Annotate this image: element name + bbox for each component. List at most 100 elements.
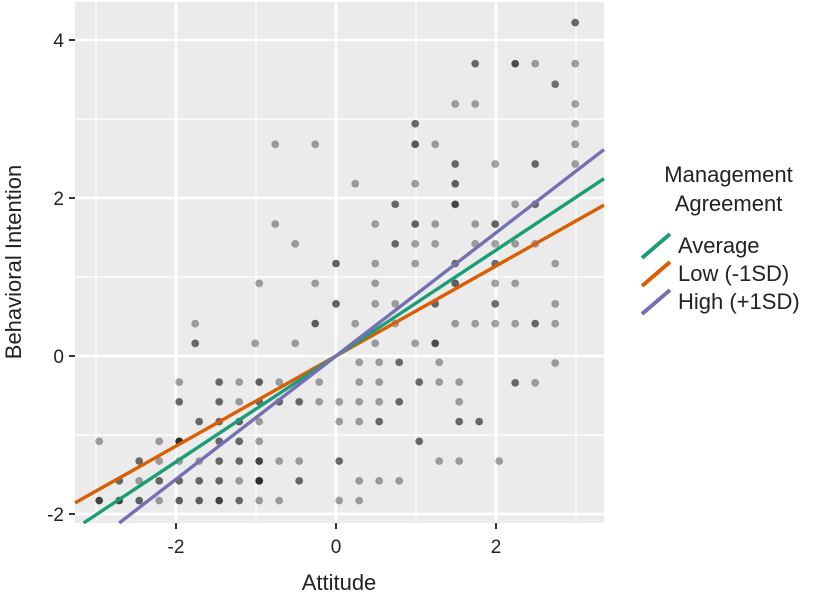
data-point — [455, 457, 464, 466]
legend-items: Average Low (-1SD) High (+1SD) — [640, 232, 827, 316]
data-point — [355, 476, 364, 485]
data-point — [471, 99, 480, 108]
data-point — [391, 200, 400, 209]
data-point — [355, 496, 364, 505]
data-point — [571, 160, 580, 169]
data-point — [451, 279, 460, 288]
data-point — [435, 378, 444, 387]
legend-title-line2: Agreement — [674, 191, 783, 216]
data-point — [371, 220, 380, 229]
data-point — [155, 457, 164, 466]
data-point — [95, 437, 104, 446]
data-point — [215, 496, 224, 505]
data-point — [571, 59, 580, 68]
data-point — [531, 319, 540, 328]
data-point — [191, 319, 200, 328]
data-point — [531, 59, 540, 68]
data-point — [355, 358, 364, 367]
data-point — [255, 496, 264, 505]
data-point — [455, 397, 464, 406]
data-point — [451, 179, 460, 188]
data-point — [451, 99, 460, 108]
data-point — [511, 239, 520, 248]
data-point — [395, 358, 404, 367]
data-point — [411, 239, 420, 248]
data-point — [215, 476, 224, 485]
data-point — [235, 397, 244, 406]
legend-item-average: Average — [640, 232, 827, 260]
legend-item-low: Low (-1SD) — [640, 260, 827, 288]
data-point — [395, 397, 404, 406]
data-point — [491, 319, 500, 328]
data-point — [295, 476, 304, 485]
data-point — [235, 457, 244, 466]
data-point — [431, 339, 440, 348]
data-point — [335, 457, 344, 466]
data-point — [195, 496, 204, 505]
data-point — [331, 259, 340, 268]
data-point — [531, 160, 540, 169]
line-swatch-icon — [640, 288, 672, 316]
data-point — [391, 299, 400, 308]
data-point — [275, 496, 284, 505]
data-point — [255, 476, 264, 485]
data-point — [491, 239, 500, 248]
data-point — [375, 417, 384, 426]
data-point — [155, 437, 164, 446]
data-point — [331, 299, 340, 308]
data-point — [235, 496, 244, 505]
data-point — [175, 378, 184, 387]
x-tick-label: 0 — [331, 537, 342, 558]
data-point — [255, 437, 264, 446]
data-point — [95, 496, 104, 505]
data-point — [415, 378, 424, 387]
legend-item-high: High (+1SD) — [640, 288, 827, 316]
data-point — [271, 140, 280, 149]
legend-label: Average — [678, 233, 760, 258]
data-point — [215, 397, 224, 406]
data-point — [411, 259, 420, 268]
data-point — [551, 359, 560, 368]
data-point — [315, 378, 324, 387]
plot-panel — [75, 2, 604, 523]
data-point — [191, 339, 200, 348]
data-point — [491, 279, 500, 288]
data-point — [431, 220, 440, 229]
data-point — [235, 378, 244, 387]
x-axis-title: Attitude — [302, 570, 377, 595]
data-point — [435, 358, 444, 367]
data-point — [295, 397, 304, 406]
data-point — [375, 378, 384, 387]
legend: Management Agreement Average Low (-1SD) … — [640, 160, 827, 316]
regression-line-high-sd — [118, 148, 606, 525]
data-point — [455, 417, 464, 426]
data-point — [371, 259, 380, 268]
data-point — [391, 239, 400, 248]
data-point — [511, 279, 520, 288]
data-point — [155, 496, 164, 505]
data-point — [371, 339, 380, 348]
data-point — [471, 319, 480, 328]
data-point — [335, 496, 344, 505]
data-point — [551, 299, 560, 308]
data-point — [415, 437, 424, 446]
data-point — [471, 220, 480, 229]
data-point — [531, 378, 540, 387]
data-point — [495, 457, 504, 466]
data-point — [235, 476, 244, 485]
x-tick-label: 2 — [491, 537, 502, 558]
data-point — [255, 378, 264, 387]
line-swatch-icon — [640, 260, 672, 288]
data-point — [355, 417, 364, 426]
data-point — [255, 279, 264, 288]
data-point — [551, 80, 560, 89]
data-point — [551, 319, 560, 328]
data-point — [135, 496, 144, 505]
data-point — [571, 119, 580, 128]
data-point — [511, 59, 520, 68]
data-point — [311, 140, 320, 149]
x-tick-label: -2 — [168, 537, 185, 558]
data-point — [275, 457, 284, 466]
data-point — [451, 319, 460, 328]
